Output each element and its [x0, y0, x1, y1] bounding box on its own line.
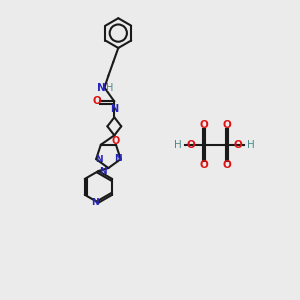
Text: O: O	[223, 160, 232, 170]
Text: H: H	[174, 140, 182, 150]
Text: O: O	[199, 120, 208, 130]
Text: O: O	[233, 140, 242, 150]
Text: N: N	[97, 82, 106, 93]
Text: N: N	[91, 198, 98, 207]
Text: N: N	[110, 104, 118, 114]
Text: H: H	[106, 82, 113, 93]
Text: N: N	[114, 154, 122, 163]
Text: O: O	[199, 160, 208, 170]
Text: O: O	[187, 140, 195, 150]
Text: O: O	[92, 97, 101, 106]
Text: N: N	[99, 167, 106, 176]
Text: O: O	[223, 120, 232, 130]
Text: O: O	[112, 136, 120, 146]
Text: N: N	[95, 154, 103, 164]
Text: H: H	[247, 140, 255, 150]
